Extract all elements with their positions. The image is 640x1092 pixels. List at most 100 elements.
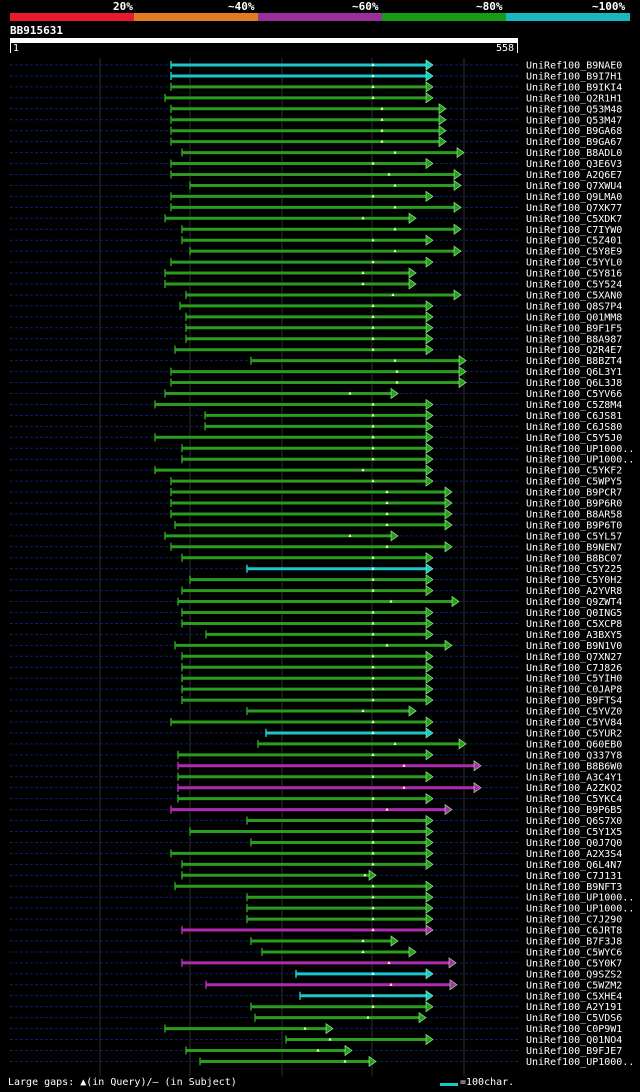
- hit-row[interactable]: UniRef100_A3C4Y1: [10, 771, 622, 784]
- hit-label[interactable]: UniRef100_B9P6T0: [526, 520, 622, 531]
- hit-label[interactable]: UniRef100_C7J131: [526, 871, 622, 882]
- hit-label[interactable]: UniRef100_C5WZM2: [526, 980, 622, 991]
- hit-label[interactable]: UniRef100_C5Y0K7: [526, 958, 622, 969]
- hit-row[interactable]: UniRef100_Q0J7Q0: [10, 836, 622, 849]
- hit-label[interactable]: UniRef100_Q8S7P4: [526, 301, 622, 312]
- hit-label[interactable]: UniRef100_C5Y816: [526, 269, 622, 280]
- hit-label[interactable]: UniRef100_B9PCR7: [526, 488, 622, 499]
- hit-row[interactable]: UniRef100_C5XDK7: [10, 212, 622, 225]
- hit-label[interactable]: UniRef100_C5YV84: [526, 718, 622, 729]
- hit-label[interactable]: UniRef100_A2Q6E7: [526, 170, 622, 181]
- hit-row[interactable]: UniRef100_Q6L4N7: [10, 858, 622, 871]
- hit-row[interactable]: UniRef100_C5Y0K7: [10, 957, 622, 970]
- hit-row[interactable]: UniRef100_C5YV66: [10, 387, 622, 401]
- hit-label[interactable]: UniRef100_C6JS81: [526, 411, 622, 422]
- hit-row[interactable]: UniRef100_Q2R1H1: [10, 92, 622, 105]
- hit-label[interactable]: UniRef100_B9I7H1: [526, 71, 622, 82]
- hit-label[interactable]: UniRef100_Q7XWU4: [526, 181, 622, 192]
- hit-row[interactable]: UniRef100_C5XCP8: [10, 617, 622, 630]
- hit-row[interactable]: UniRef100_UP1000..: [10, 442, 634, 455]
- hit-row[interactable]: UniRef100_B9GA67: [10, 136, 622, 149]
- hit-row[interactable]: UniRef100_Q9ZWT4: [10, 595, 622, 609]
- hit-row[interactable]: UniRef100_C5XAN0: [10, 289, 622, 302]
- hit-row[interactable]: UniRef100_B8ADL0: [10, 147, 622, 160]
- hit-label[interactable]: UniRef100_C6JRT8: [526, 926, 622, 937]
- hit-label[interactable]: UniRef100_Q0J7Q0: [526, 838, 622, 849]
- hit-label[interactable]: UniRef100_C5Y524: [526, 280, 622, 291]
- hit-row[interactable]: UniRef100_C5YIH0: [10, 672, 622, 685]
- hit-row[interactable]: UniRef100_Q01NO4: [10, 1033, 622, 1047]
- hit-row[interactable]: UniRef100_Q337Y8: [10, 749, 622, 762]
- hit-label[interactable]: UniRef100_Q60EB0: [526, 739, 622, 750]
- hit-row[interactable]: UniRef100_C5YV84: [10, 716, 622, 729]
- hit-label[interactable]: UniRef100_B8BC07: [526, 553, 622, 564]
- hit-row[interactable]: UniRef100_Q60EB0: [10, 738, 622, 751]
- hit-row[interactable]: UniRef100_B8B6W0: [10, 760, 622, 773]
- hit-row[interactable]: UniRef100_UP1000..: [10, 453, 634, 466]
- hit-row[interactable]: UniRef100_C5WYC6: [10, 946, 622, 959]
- hit-label[interactable]: UniRef100_Q9ZWT4: [526, 597, 622, 608]
- hit-row[interactable]: UniRef100_C7J131: [10, 869, 622, 882]
- hit-row[interactable]: UniRef100_Q7XN27: [10, 650, 622, 663]
- hit-label[interactable]: UniRef100_C0JAP8: [526, 685, 622, 696]
- hit-row[interactable]: UniRef100_Q2R4E7: [10, 344, 622, 357]
- hit-label[interactable]: UniRef100_C5XDK7: [526, 214, 622, 225]
- hit-row[interactable]: UniRef100_B9N1V0: [10, 639, 622, 652]
- hit-label[interactable]: UniRef100_C5WYC6: [526, 947, 622, 958]
- hit-row[interactable]: UniRef100_C5Y1X5: [10, 825, 622, 839]
- hit-label[interactable]: UniRef100_B9FTS4: [526, 696, 622, 707]
- hit-row[interactable]: UniRef100_C5Y8E9: [10, 245, 622, 258]
- hit-row[interactable]: UniRef100_C7J826: [10, 661, 622, 674]
- hit-label[interactable]: UniRef100_C5YL57: [526, 531, 622, 542]
- hit-label[interactable]: UniRef100_C5Y0H2: [526, 575, 622, 586]
- hit-row[interactable]: UniRef100_A3BXY5: [10, 628, 622, 641]
- hit-label[interactable]: UniRef100_Q53M47: [526, 115, 622, 126]
- hit-label[interactable]: UniRef100_UP1000..: [526, 893, 634, 904]
- hit-row[interactable]: UniRef100_B9FTS4: [10, 694, 622, 707]
- hit-row[interactable]: UniRef100_Q53M48: [10, 103, 622, 116]
- hit-row[interactable]: UniRef100_C5YKF2: [10, 464, 622, 477]
- hit-label[interactable]: UniRef100_C5YVZ0: [526, 707, 622, 718]
- hit-label[interactable]: UniRef100_Q337Y8: [526, 750, 622, 761]
- hit-row[interactable]: UniRef100_A2X3S4: [10, 847, 622, 860]
- hit-row[interactable]: UniRef100_C5VDS6: [10, 1012, 622, 1025]
- hit-label[interactable]: UniRef100_Q01MM8: [526, 312, 622, 323]
- hit-row[interactable]: UniRef100_C6JRT8: [10, 924, 622, 937]
- hit-row[interactable]: UniRef100_UP1000..: [10, 1055, 634, 1068]
- hit-row[interactable]: UniRef100_C5Y225: [10, 563, 622, 576]
- hit-label[interactable]: UniRef100_A3BXY5: [526, 630, 622, 641]
- hit-label[interactable]: UniRef100_C0P9W1: [526, 1024, 622, 1035]
- hit-label[interactable]: UniRef100_Q2R1H1: [526, 93, 622, 104]
- hit-row[interactable]: UniRef100_B9F1F5: [10, 322, 622, 335]
- hit-row[interactable]: UniRef100_C5YYL0: [10, 256, 622, 269]
- hit-row[interactable]: UniRef100_B9NAE0: [10, 59, 622, 72]
- hit-label[interactable]: UniRef100_C5YKC4: [526, 794, 622, 805]
- hit-label[interactable]: UniRef100_C5YV66: [526, 389, 622, 400]
- hit-row[interactable]: UniRef100_Q0ING5: [10, 606, 622, 620]
- hit-label[interactable]: UniRef100_B8A987: [526, 334, 622, 345]
- hit-label[interactable]: UniRef100_C5XHE4: [526, 991, 622, 1002]
- hit-row[interactable]: UniRef100_B9GA68: [10, 125, 622, 138]
- hit-label[interactable]: UniRef100_C6JS80: [526, 422, 622, 433]
- hit-row[interactable]: UniRef100_B9P6B5: [10, 804, 622, 817]
- hit-row[interactable]: UniRef100_B8BZT4: [10, 355, 622, 368]
- hit-label[interactable]: UniRef100_Q0ING5: [526, 608, 622, 619]
- hit-label[interactable]: UniRef100_Q3E6V3: [526, 159, 622, 170]
- hit-label[interactable]: UniRef100_C5YYL0: [526, 258, 622, 269]
- hit-label[interactable]: UniRef100_A2X3S4: [526, 849, 622, 860]
- hit-label[interactable]: UniRef100_Q7XK77: [526, 203, 622, 214]
- hit-row[interactable]: UniRef100_UP1000..: [10, 891, 634, 904]
- hit-label[interactable]: UniRef100_B9NEN7: [526, 542, 622, 553]
- hit-label[interactable]: UniRef100_Q6L4N7: [526, 860, 622, 871]
- hit-row[interactable]: UniRef100_Q9SZS2: [10, 968, 622, 981]
- hit-label[interactable]: UniRef100_UP1000..: [526, 904, 634, 915]
- hit-label[interactable]: UniRef100_C7IYW0: [526, 225, 622, 236]
- hit-label[interactable]: UniRef100_Q9SZS2: [526, 969, 622, 980]
- hit-row[interactable]: UniRef100_C5WZM2: [10, 979, 622, 992]
- hit-label[interactable]: UniRef100_B8ADL0: [526, 148, 622, 159]
- hit-row[interactable]: UniRef100_Q01MM8: [10, 311, 622, 324]
- hit-label[interactable]: UniRef100_C5Z401: [526, 236, 622, 247]
- hit-label[interactable]: UniRef100_C7J826: [526, 663, 622, 674]
- hit-row[interactable]: UniRef100_A2ZKQ2: [10, 782, 622, 795]
- hit-row[interactable]: UniRef100_Q53M47: [10, 114, 622, 127]
